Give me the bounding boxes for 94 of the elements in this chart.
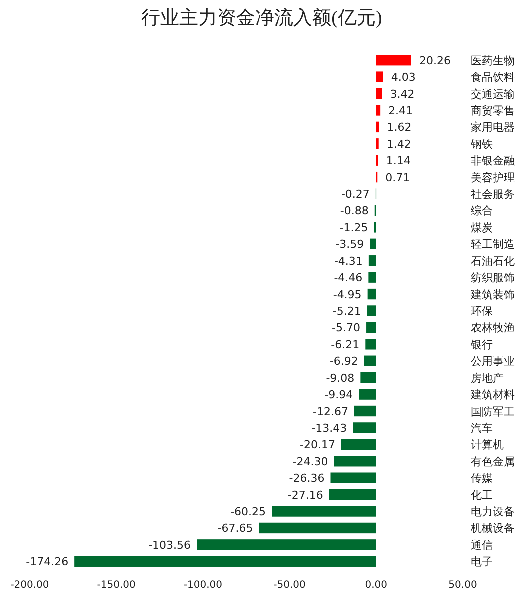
y-tick-label: 环保 [471, 306, 493, 318]
y-tick-label: 通信 [471, 538, 493, 552]
data-label: -0.27 [341, 188, 370, 202]
y-tick-label: 建筑材料 [470, 388, 515, 402]
bar [364, 356, 376, 366]
y-tick-label: 综合 [471, 204, 493, 218]
bar [376, 105, 381, 116]
bar [74, 556, 376, 567]
data-label: -4.31 [334, 254, 363, 268]
data-label: -27.16 [288, 488, 324, 502]
y-tick-label: 交通运输 [471, 88, 515, 101]
bar [368, 272, 376, 283]
bar [366, 339, 376, 350]
y-tick-label: 社会服务 [471, 188, 515, 202]
data-label: -13.43 [312, 422, 348, 435]
x-tick-label: -200.00 [10, 580, 50, 591]
y-tick-label: 建筑装饰 [470, 288, 515, 302]
data-label: -4.95 [333, 288, 362, 302]
bar [359, 389, 376, 400]
y-tick-label: 食品饮料 [471, 71, 515, 84]
bar [272, 506, 376, 517]
data-label: -12.67 [312, 405, 348, 418]
data-label: 0.71 [386, 171, 410, 184]
y-tick-label: 有色金属 [471, 456, 515, 468]
data-label: -67.65 [218, 522, 254, 536]
y-tick-label: 轻工制造 [471, 238, 515, 252]
data-label: -5.21 [332, 305, 362, 318]
y-tick-label: 非银金融 [471, 154, 515, 168]
bar [366, 322, 376, 334]
data-label: 4.03 [391, 71, 416, 84]
data-label: 3.42 [390, 88, 415, 101]
data-label: 20.26 [419, 54, 451, 68]
data-label: -20.17 [300, 438, 336, 452]
x-tick-label: 50.00 [448, 580, 478, 591]
y-tick-label: 电子 [471, 556, 493, 569]
x-tick-label: 0.00 [365, 580, 388, 591]
y-tick-label: 纺织服饰 [471, 272, 515, 285]
data-label: 1.62 [387, 121, 412, 134]
bar [353, 422, 376, 434]
x-tick-label: -100.00 [184, 580, 223, 591]
bar [329, 489, 376, 500]
bar [341, 439, 376, 450]
y-tick-label: 电力设备 [471, 506, 515, 519]
y-tick-label: 农林牧渔 [471, 322, 515, 335]
y-tick-label: 煤炭 [471, 221, 493, 234]
bar [368, 256, 376, 266]
y-tick-label: 房地产 [471, 372, 504, 385]
bar [368, 288, 376, 300]
y-tick-label: 计算机 [471, 438, 504, 452]
data-label: -5.70 [332, 322, 361, 335]
data-label: -6.21 [331, 338, 360, 352]
y-tick-label: 商贸零售 [471, 104, 515, 118]
chart-title: 行业主力资金净流入额(亿元) [142, 7, 382, 29]
data-label: -174.26 [26, 556, 69, 569]
bar [197, 540, 376, 550]
data-label: -3.59 [336, 238, 364, 252]
y-tick-label: 医药生物 [471, 54, 515, 68]
data-label: -0.88 [340, 204, 369, 218]
bar [259, 522, 376, 534]
bar [376, 55, 412, 66]
x-tick-label: -50.00 [274, 580, 306, 591]
data-label: -6.92 [330, 355, 358, 368]
y-tick-label: 美容护理 [471, 171, 515, 184]
data-label: 2.41 [388, 104, 414, 118]
bar [354, 406, 376, 417]
bar [367, 306, 376, 316]
x-tick-label: -150.00 [97, 580, 136, 591]
data-label: -4.46 [334, 272, 363, 285]
y-tick-label: 化工 [471, 490, 493, 502]
bar [370, 238, 376, 250]
y-tick-label: 银行 [470, 339, 493, 352]
y-tick-label: 机械设备 [471, 522, 515, 536]
data-label: -24.30 [292, 455, 328, 468]
data-label: -26.36 [289, 472, 325, 486]
data-label: -9.08 [326, 372, 355, 385]
data-label: 1.42 [386, 138, 412, 151]
bar [376, 72, 384, 82]
y-tick-label: 公用事业 [471, 355, 515, 368]
bar [360, 372, 376, 384]
y-tick-label: 石油石化 [471, 254, 515, 268]
bar [334, 456, 376, 467]
data-label: -60.25 [230, 506, 266, 519]
data-label: -103.56 [148, 538, 192, 552]
bar [376, 88, 382, 100]
y-tick-label: 钢铁 [470, 138, 493, 151]
data-label: 1.14 [386, 154, 411, 168]
y-tick-label: 家用电器 [471, 121, 515, 134]
data-label: -1.25 [340, 221, 368, 234]
y-tick-label: 国防军工 [471, 405, 515, 418]
bar [330, 472, 376, 484]
y-tick-label: 传媒 [471, 473, 493, 486]
y-tick-label: 汽车 [471, 422, 493, 435]
bar [376, 138, 379, 150]
data-label: -9.94 [324, 388, 354, 402]
